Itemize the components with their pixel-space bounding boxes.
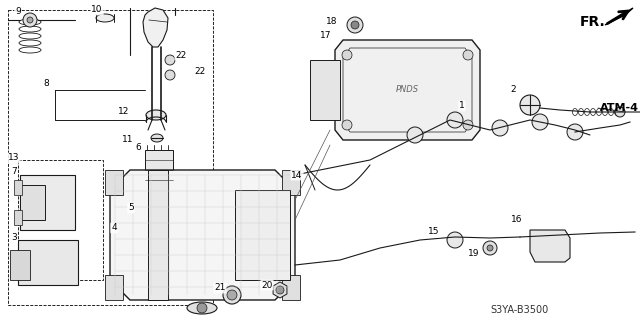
Text: 9: 9 — [15, 7, 21, 17]
Polygon shape — [335, 40, 480, 140]
Text: 4: 4 — [111, 223, 117, 233]
Polygon shape — [530, 230, 570, 262]
Bar — [148, 170, 168, 300]
Ellipse shape — [120, 225, 136, 235]
Bar — [20, 175, 75, 230]
Text: 2: 2 — [510, 85, 516, 94]
Circle shape — [615, 107, 625, 117]
Circle shape — [347, 17, 363, 33]
Bar — [282, 275, 300, 300]
Bar — [18, 160, 103, 280]
Polygon shape — [273, 282, 287, 298]
Circle shape — [463, 120, 473, 130]
Text: 15: 15 — [428, 228, 440, 236]
Text: 19: 19 — [468, 249, 480, 258]
Text: 8: 8 — [43, 79, 49, 89]
Text: 17: 17 — [320, 31, 332, 41]
Bar — [282, 170, 300, 195]
Bar — [18, 240, 78, 285]
Text: FR.: FR. — [580, 15, 605, 29]
Circle shape — [276, 286, 284, 294]
Circle shape — [342, 50, 352, 60]
Text: 21: 21 — [214, 284, 226, 292]
Circle shape — [27, 17, 33, 23]
Polygon shape — [110, 170, 295, 300]
Bar — [105, 275, 123, 300]
Text: 14: 14 — [291, 171, 303, 180]
Text: 20: 20 — [261, 281, 273, 290]
Circle shape — [487, 245, 493, 251]
Circle shape — [23, 13, 37, 27]
Circle shape — [223, 286, 241, 304]
Text: 5: 5 — [128, 204, 134, 212]
Ellipse shape — [146, 110, 166, 120]
Text: 6: 6 — [135, 143, 141, 153]
Text: 11: 11 — [122, 135, 134, 145]
Circle shape — [483, 241, 497, 255]
Circle shape — [492, 120, 508, 136]
Polygon shape — [143, 8, 168, 47]
Text: S3YA-B3500: S3YA-B3500 — [490, 305, 548, 315]
Circle shape — [520, 95, 540, 115]
Text: 13: 13 — [8, 154, 20, 163]
Circle shape — [447, 232, 463, 248]
Text: 3: 3 — [11, 234, 17, 243]
Circle shape — [463, 50, 473, 60]
Text: 10: 10 — [92, 5, 103, 14]
Text: 22: 22 — [175, 51, 187, 60]
Text: 1: 1 — [459, 101, 465, 110]
Circle shape — [351, 21, 359, 29]
Text: 18: 18 — [326, 17, 338, 26]
Bar — [20, 185, 45, 220]
Circle shape — [447, 112, 463, 128]
Circle shape — [165, 70, 175, 80]
Ellipse shape — [187, 302, 217, 314]
Text: 22: 22 — [195, 68, 205, 76]
Circle shape — [197, 303, 207, 313]
Text: PNDS: PNDS — [396, 85, 419, 94]
Polygon shape — [605, 8, 633, 25]
Circle shape — [138, 203, 152, 217]
Circle shape — [407, 127, 423, 143]
Text: ATM-4: ATM-4 — [600, 103, 639, 113]
Bar — [8, 10, 213, 305]
Ellipse shape — [96, 14, 114, 22]
Bar — [310, 60, 340, 120]
Bar — [14, 180, 22, 195]
Circle shape — [165, 55, 175, 65]
Text: 12: 12 — [118, 108, 130, 116]
Bar — [105, 170, 123, 195]
Circle shape — [342, 120, 352, 130]
Text: 16: 16 — [511, 215, 523, 225]
Bar — [14, 210, 22, 225]
Circle shape — [142, 207, 148, 213]
Circle shape — [227, 290, 237, 300]
Bar — [145, 150, 173, 195]
Text: 7: 7 — [11, 167, 17, 177]
Circle shape — [532, 114, 548, 130]
Bar — [235, 190, 290, 280]
Bar — [10, 250, 30, 280]
Circle shape — [567, 124, 583, 140]
Ellipse shape — [151, 134, 163, 142]
